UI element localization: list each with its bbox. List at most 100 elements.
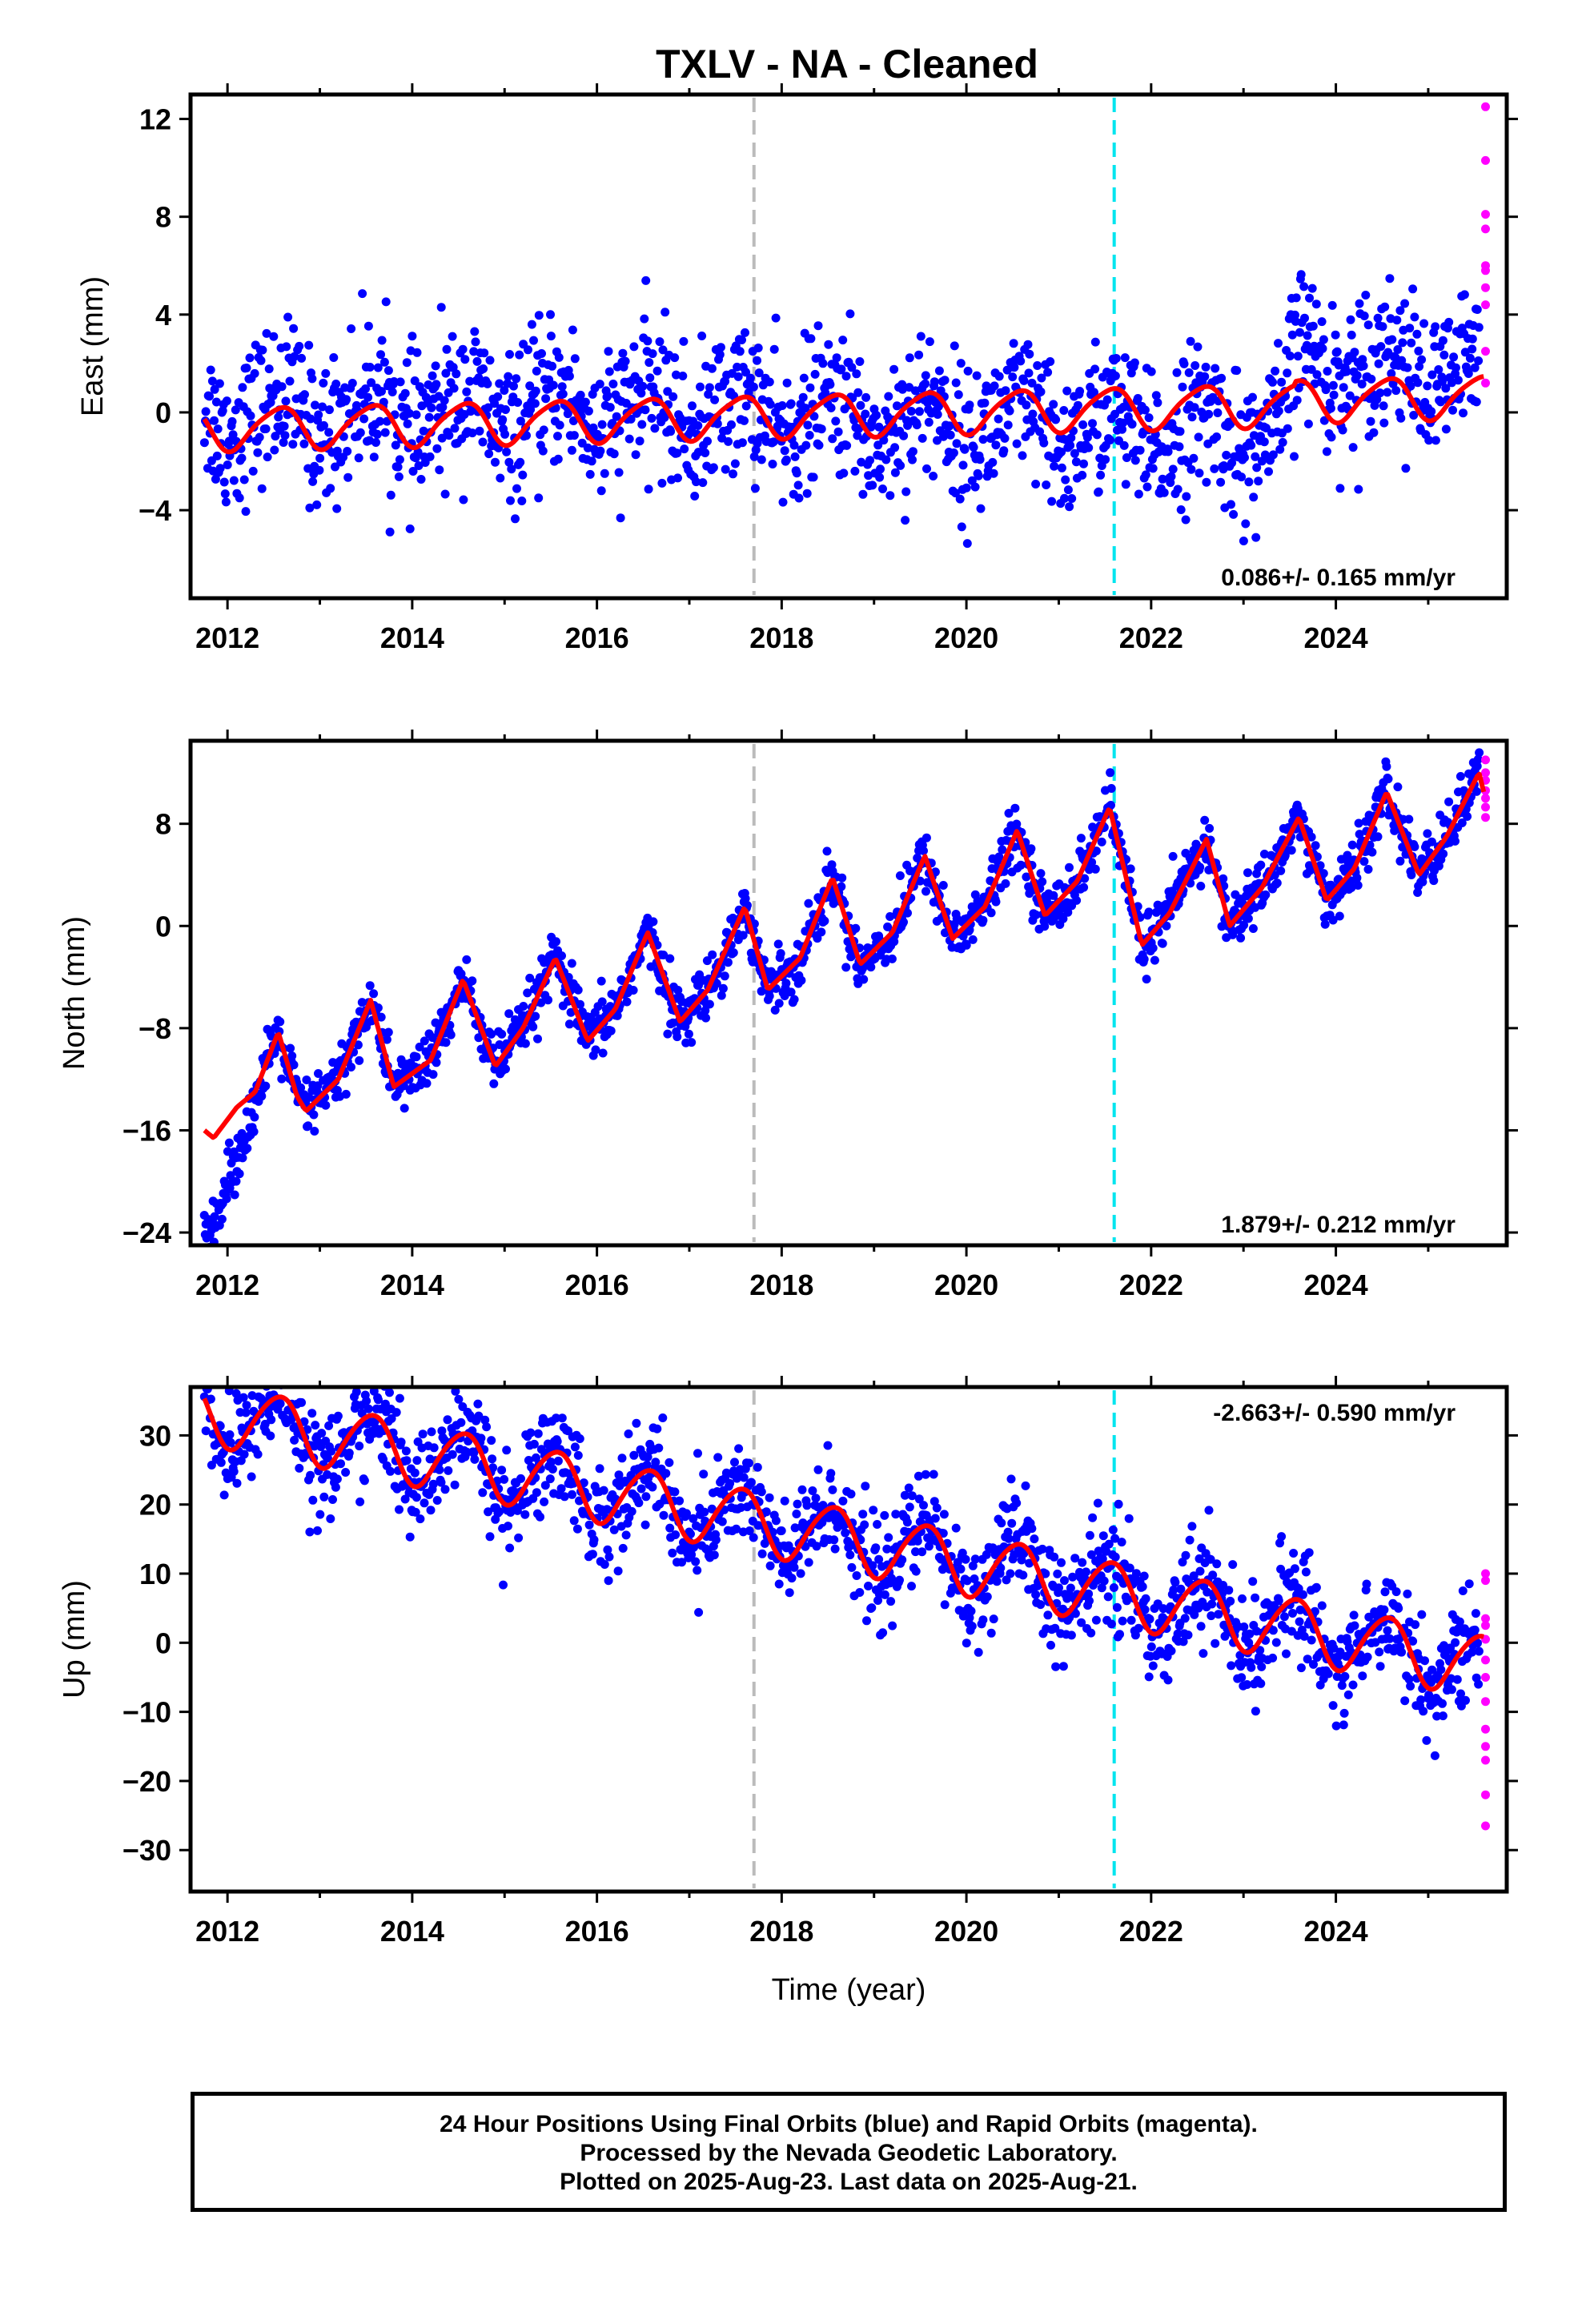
east-final-orbit-point bbox=[222, 396, 231, 406]
east-final-orbit-point bbox=[1427, 407, 1436, 416]
up-rapid-orbit-point bbox=[1481, 1614, 1490, 1623]
east-final-orbit-point bbox=[515, 350, 524, 360]
east-final-orbit-point bbox=[555, 420, 564, 430]
up-final-orbit-point bbox=[939, 1510, 949, 1519]
east-final-orbit-point bbox=[641, 275, 651, 285]
north-y-tick-label: −16 bbox=[122, 1114, 171, 1147]
east-final-orbit-point bbox=[1176, 505, 1186, 514]
north-final-orbit-point bbox=[986, 908, 996, 918]
up-final-orbit-point bbox=[450, 1480, 460, 1490]
up-final-orbit-point bbox=[297, 1397, 307, 1407]
up-final-orbit-point bbox=[1295, 1605, 1305, 1614]
east-final-orbit-point bbox=[970, 482, 980, 492]
up-final-orbit-point bbox=[629, 1450, 639, 1460]
north-final-orbit-point bbox=[770, 1005, 780, 1015]
up-final-orbit-point bbox=[374, 1395, 383, 1405]
up-final-orbit-point bbox=[1317, 1601, 1327, 1610]
up-final-orbit-point bbox=[589, 1535, 599, 1545]
east-final-orbit-point bbox=[527, 320, 536, 329]
up-final-orbit-point bbox=[410, 1468, 420, 1478]
north-final-orbit-point bbox=[1457, 818, 1467, 827]
east-final-orbit-point bbox=[381, 297, 391, 307]
up-final-orbit-point bbox=[1427, 1665, 1437, 1675]
east-final-orbit-point bbox=[1127, 420, 1137, 429]
east-final-orbit-point bbox=[1419, 319, 1429, 328]
up-final-orbit-point bbox=[205, 1376, 214, 1385]
east-final-orbit-point bbox=[813, 321, 823, 331]
east-final-orbit-point bbox=[563, 409, 572, 419]
east-final-orbit-point bbox=[1441, 384, 1451, 393]
east-final-orbit-point bbox=[1385, 274, 1395, 283]
east-final-orbit-point bbox=[1251, 533, 1261, 542]
up-final-orbit-point bbox=[1255, 1646, 1265, 1655]
north-final-orbit-point bbox=[302, 1076, 311, 1084]
east-final-orbit-point bbox=[817, 424, 826, 434]
up-final-orbit-point bbox=[1130, 1630, 1140, 1640]
east-final-orbit-point bbox=[315, 465, 324, 475]
east-final-orbit-point bbox=[215, 464, 225, 473]
up-final-orbit-point bbox=[1271, 1638, 1281, 1647]
north-final-orbit-point bbox=[1236, 933, 1246, 943]
north-final-orbit-point bbox=[1429, 876, 1439, 886]
east-final-orbit-point bbox=[1118, 424, 1126, 434]
east-final-orbit-point bbox=[884, 392, 893, 401]
east-final-orbit-point bbox=[1090, 364, 1100, 374]
up-final-orbit-point bbox=[1307, 1635, 1316, 1645]
east-final-orbit-point bbox=[1259, 437, 1269, 447]
up-final-orbit-point bbox=[1176, 1584, 1186, 1594]
north-y-tick-label: 0 bbox=[155, 910, 171, 943]
east-final-orbit-point bbox=[484, 403, 493, 412]
east-final-orbit-point bbox=[933, 410, 942, 419]
east-final-orbit-point bbox=[737, 336, 746, 344]
east-plot-frame bbox=[188, 92, 1509, 601]
up-final-orbit-point bbox=[366, 1377, 375, 1385]
east-final-orbit-point bbox=[789, 440, 799, 450]
east-final-orbit-point bbox=[377, 387, 386, 396]
east-final-orbit-point bbox=[1287, 330, 1297, 340]
east-final-orbit-point bbox=[1424, 436, 1434, 445]
up-final-orbit-point bbox=[1166, 1647, 1176, 1655]
up-rapid-orbit-point bbox=[1481, 1673, 1490, 1682]
up-final-orbit-point bbox=[1103, 1592, 1113, 1602]
north-final-orbit-point bbox=[837, 873, 847, 883]
up-final-orbit-point bbox=[1238, 1594, 1247, 1603]
up-final-orbit-point bbox=[286, 1362, 295, 1371]
up-final-orbit-point bbox=[573, 1450, 583, 1460]
up-final-orbit-point bbox=[661, 1469, 671, 1478]
east-final-orbit-point bbox=[1347, 330, 1356, 340]
north-final-orbit-point bbox=[1139, 955, 1149, 964]
north-final-orbit-point bbox=[224, 1138, 234, 1148]
up-plot-frame bbox=[188, 1385, 1509, 1894]
up-rapid-orbit-point bbox=[1481, 1821, 1490, 1831]
east-final-orbit-point bbox=[879, 436, 889, 445]
up-final-orbit-point bbox=[1339, 1708, 1349, 1718]
up-final-orbit-point bbox=[753, 1462, 762, 1472]
east-final-orbit-point bbox=[1359, 361, 1368, 371]
east-final-orbit-point bbox=[751, 445, 761, 455]
east-final-orbit-point bbox=[1148, 464, 1158, 473]
east-final-orbit-point bbox=[1182, 492, 1191, 501]
east-final-orbit-point bbox=[1031, 480, 1041, 489]
north-y-tick-label: −8 bbox=[139, 1012, 171, 1045]
up-final-orbit-point bbox=[1148, 1661, 1158, 1671]
up-final-orbit-point bbox=[1277, 1532, 1287, 1542]
north-final-orbit-points bbox=[199, 748, 1484, 1245]
east-final-orbit-point bbox=[839, 468, 849, 478]
up-final-orbit-point bbox=[313, 1526, 322, 1535]
north-final-orbit-point bbox=[321, 1100, 331, 1110]
east-final-orbit-point bbox=[312, 500, 322, 509]
north-final-orbit-point bbox=[702, 956, 712, 966]
east-final-orbit-point bbox=[1374, 359, 1383, 368]
east-final-orbit-point bbox=[672, 370, 681, 380]
east-final-orbit-point bbox=[281, 396, 291, 406]
east-final-orbit-point bbox=[558, 389, 568, 399]
east-final-orbit-point bbox=[343, 447, 352, 456]
up-final-orbit-point bbox=[524, 1456, 533, 1465]
up-final-orbit-point bbox=[1383, 1626, 1392, 1635]
north-final-orbit-point bbox=[1065, 862, 1074, 872]
east-final-orbit-point bbox=[1366, 416, 1375, 426]
east-final-orbit-point bbox=[1239, 537, 1248, 545]
up-final-orbit-point bbox=[1447, 1685, 1456, 1695]
north-final-orbit-point bbox=[786, 987, 796, 997]
up-final-orbit-point bbox=[402, 1456, 412, 1466]
